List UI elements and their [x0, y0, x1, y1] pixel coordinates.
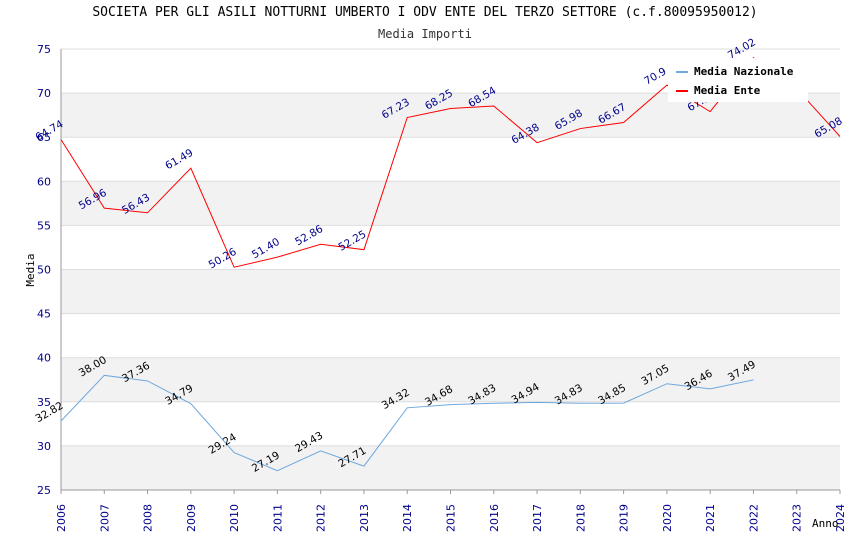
chart-title: SOCIETA PER GLI ASILI NOTTURNI UMBERTO I…	[92, 5, 758, 20]
x-tick-label: 2016	[488, 504, 501, 532]
y-tick-label: 50	[37, 264, 51, 277]
grid-band	[61, 357, 840, 402]
x-tick-label: 2021	[704, 504, 717, 532]
y-tick-label: 60	[37, 175, 51, 188]
x-tick-labels: 2006 2007 2008 2009 2010 2011 2012 2013 2014 2015…	[55, 490, 847, 532]
x-tick-label: 2014	[401, 504, 414, 532]
x-axis-label: Anno	[812, 517, 839, 530]
x-tick-label: 2011	[271, 504, 284, 532]
y-tick-label: 75	[37, 43, 51, 56]
data-label: 70.9	[642, 66, 668, 88]
x-tick-label: 2012	[315, 504, 328, 532]
x-tick-label: 2023	[791, 504, 804, 532]
y-tick-label: 65	[37, 131, 51, 144]
x-tick-label: 2015	[445, 504, 458, 532]
grid-band	[61, 181, 840, 226]
series-line-media-ente	[60, 56, 841, 268]
grid-band	[61, 445, 840, 490]
y-tick-label: 25	[37, 484, 51, 497]
y-tick-label: 55	[37, 219, 51, 232]
grid-lines	[61, 48, 840, 491]
x-tick-label: 2019	[618, 504, 631, 532]
legend-box	[668, 58, 808, 102]
y-tick-label: 70	[37, 87, 51, 100]
series-lines	[60, 56, 841, 472]
y-axis-label: Media	[24, 253, 37, 286]
x-tick-label: 2013	[358, 504, 371, 532]
x-tick-label: 2009	[185, 504, 198, 532]
chart-subtitle: Media Importi	[378, 27, 472, 41]
y-tick-label: 35	[37, 396, 51, 409]
x-tick-label: 2007	[98, 504, 111, 532]
legend: Media Nazionale Media Ente	[668, 58, 808, 102]
x-tick-label: 2017	[531, 504, 544, 532]
x-tick-label: 2010	[228, 504, 241, 532]
series-line-media-nazionale	[60, 374, 754, 472]
legend-label-media-ente: Media Ente	[694, 84, 761, 97]
grid-band	[61, 269, 840, 314]
y-tick-label: 30	[37, 440, 51, 453]
y-tick-label: 45	[37, 308, 51, 321]
legend-label-media-nazionale: Media Nazionale	[694, 65, 794, 78]
x-tick-label: 2024	[834, 504, 847, 532]
x-tick-label: 2008	[142, 504, 155, 532]
y-tick-labels: 25 30 35 40 45 50 55 60 65 70 75	[37, 43, 51, 497]
x-tick-label: 2022	[747, 504, 760, 532]
y-tick-label: 40	[37, 352, 51, 365]
x-tick-label: 2006	[55, 504, 68, 532]
x-tick-label: 2018	[574, 504, 587, 532]
x-tick-label: 2020	[661, 504, 674, 532]
